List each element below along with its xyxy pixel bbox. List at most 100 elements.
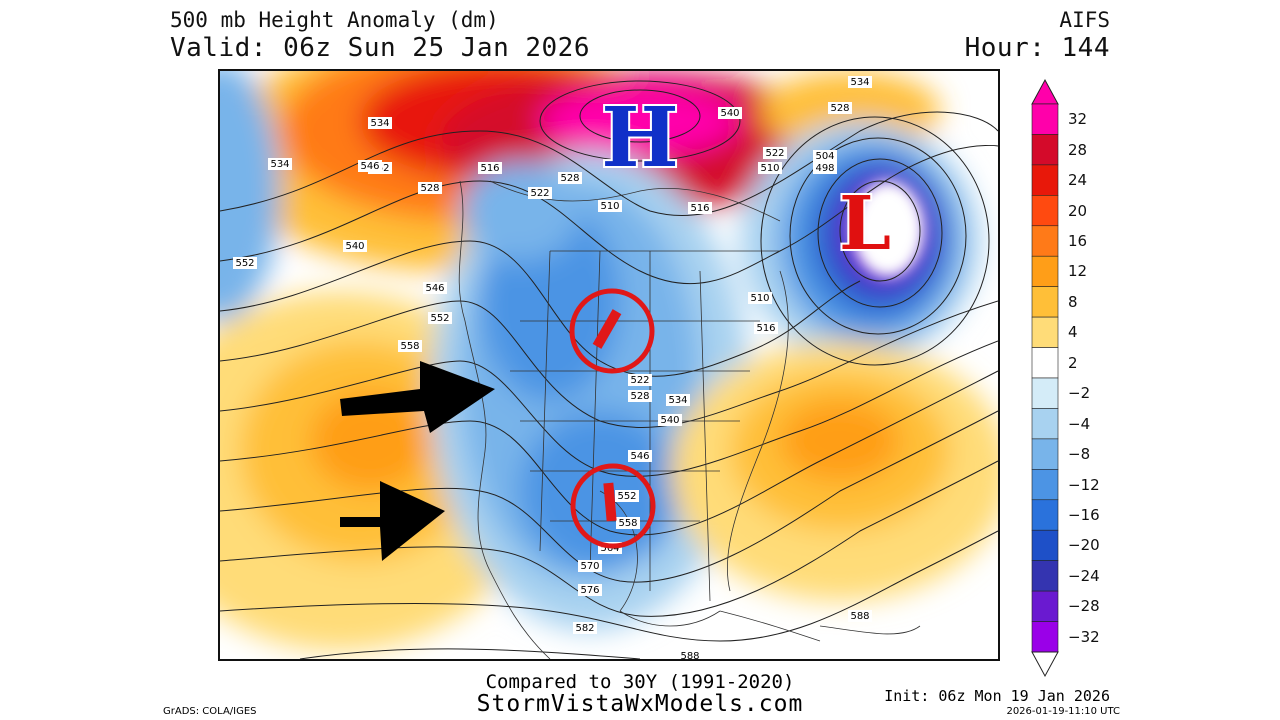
contour-label-bg	[763, 147, 787, 159]
contour-label: 546	[630, 451, 649, 462]
contour-label: 528	[830, 103, 849, 114]
contour-label: 528	[630, 391, 649, 402]
arrow-north	[340, 361, 495, 433]
contour-label-bg	[666, 394, 690, 406]
legend-cell	[1031, 590, 1059, 622]
arrow-south	[340, 481, 445, 561]
contour-label-bg	[615, 490, 639, 502]
valid-time: Valid: 06z Sun 25 Jan 2026	[170, 33, 590, 63]
legend-tick-label: −24	[1068, 566, 1100, 585]
contour-label: 558	[400, 341, 419, 352]
legend-tick-label: −4	[1068, 414, 1091, 433]
legend-tick-label: 20	[1068, 201, 1088, 220]
legend-cell	[1031, 529, 1059, 561]
contour-label-bg	[398, 340, 422, 352]
contour-label: 522	[765, 148, 784, 159]
contour-label-bg	[748, 292, 772, 304]
contour-label: 510	[760, 163, 779, 174]
contour-label-bg	[558, 172, 582, 184]
legend-cell	[1031, 438, 1059, 470]
contour-label: 516	[480, 163, 499, 174]
contour-label-bg	[754, 322, 778, 334]
legend-colorbar	[1031, 78, 1059, 678]
map-title: 500 mb Height Anomaly (dm)	[170, 8, 499, 32]
contour-label: 510	[750, 293, 769, 304]
contour-label: 576	[580, 585, 599, 596]
contour-label: 534	[668, 395, 687, 406]
contour-label-bg	[688, 202, 712, 214]
contour-label: 528	[420, 183, 439, 194]
legend-tick-label: 4	[1068, 323, 1078, 342]
legend-tick-label: −32	[1068, 627, 1100, 646]
grads-credit: GrADS: COLA/IGES	[163, 706, 257, 717]
legend-tick-label: 8	[1068, 292, 1078, 311]
legend-cell	[1031, 560, 1059, 592]
contour-label-bg	[658, 414, 682, 426]
contour-label-bg	[573, 622, 597, 634]
contour-label: 588	[850, 611, 869, 622]
legend-tick-label: −8	[1068, 445, 1091, 464]
trough-circle-south	[570, 463, 656, 549]
contour-label-bg	[848, 610, 872, 622]
contour-label-bg	[628, 390, 652, 402]
contour-label: 564	[600, 543, 619, 554]
legend-tick-label: 12	[1068, 262, 1088, 281]
climatology-note: Compared to 30Y (1991-2020)	[485, 671, 795, 693]
legend-tick-label: 24	[1068, 171, 1088, 190]
contour-label: 516	[756, 323, 775, 334]
contour-label-bg	[848, 76, 872, 88]
contour-label: 522	[630, 375, 649, 386]
contour-label-bg	[628, 450, 652, 462]
contour-label-bg	[368, 117, 392, 129]
contour-label: 522	[530, 188, 549, 199]
legend-tick-label: −12	[1068, 475, 1100, 494]
legend-cell	[1031, 621, 1059, 653]
contour-label-bg	[578, 584, 602, 596]
legend-cap-bottom	[1031, 651, 1059, 678]
legend-cell	[1031, 225, 1059, 257]
contour-label: 510	[600, 201, 619, 212]
contour-label: 540	[345, 241, 364, 252]
contour-label-bg	[718, 107, 742, 119]
legend-cell	[1031, 134, 1059, 166]
legend-cell	[1031, 499, 1059, 531]
contour-label: 558	[618, 518, 637, 529]
contour-label-bg	[616, 517, 640, 529]
contour-label: 552	[617, 491, 636, 502]
contour-label-bg	[528, 187, 552, 199]
legend-cell	[1031, 103, 1059, 135]
contour-label: 552	[235, 258, 254, 269]
contour-label-bg	[233, 257, 257, 269]
contour-label-bg	[478, 162, 502, 174]
contour-label-bg	[578, 560, 602, 572]
legend-cell	[1031, 347, 1059, 379]
legend-tick-label: 2	[1068, 353, 1078, 372]
trough-circle-north	[569, 288, 655, 374]
map-canvas: 534 552 546 528 516 522 528 510 516 540 534 528 522 5…	[220, 71, 998, 659]
contour-label: 546	[425, 283, 444, 294]
contour-label: 516	[690, 203, 709, 214]
legend-tick-label: −28	[1068, 597, 1100, 616]
contour-label: 534	[270, 159, 289, 170]
anomaly-map: 534 552 546 528 516 522 528 510 516 540 534 528 522 5…	[218, 69, 1000, 661]
legend-cap-top	[1031, 78, 1059, 105]
legend-cell	[1031, 316, 1059, 348]
model-name: AIFS	[1059, 8, 1110, 32]
contour-label-bg	[268, 158, 292, 170]
contour-label-bg	[828, 102, 852, 114]
legend-cell	[1031, 164, 1059, 196]
legend-cell	[1031, 195, 1059, 227]
legend-cell	[1031, 469, 1059, 501]
forecast-hour: Hour: 144	[964, 33, 1110, 63]
legend-cell	[1031, 286, 1059, 318]
generated-timestamp: 2026-01-19-11:10 UTC	[1006, 706, 1120, 717]
high-pressure-marker: H	[601, 90, 678, 186]
contour-label: 540	[720, 108, 739, 119]
legend-cell	[1031, 408, 1059, 440]
legend-tick-label: 16	[1068, 232, 1088, 250]
contour-label-bg	[628, 374, 652, 386]
legend-tick-label: −2	[1068, 384, 1091, 403]
legend-tick-label: −20	[1068, 536, 1100, 555]
contour-label: 534	[850, 77, 869, 88]
contour-label: 546	[360, 161, 379, 172]
